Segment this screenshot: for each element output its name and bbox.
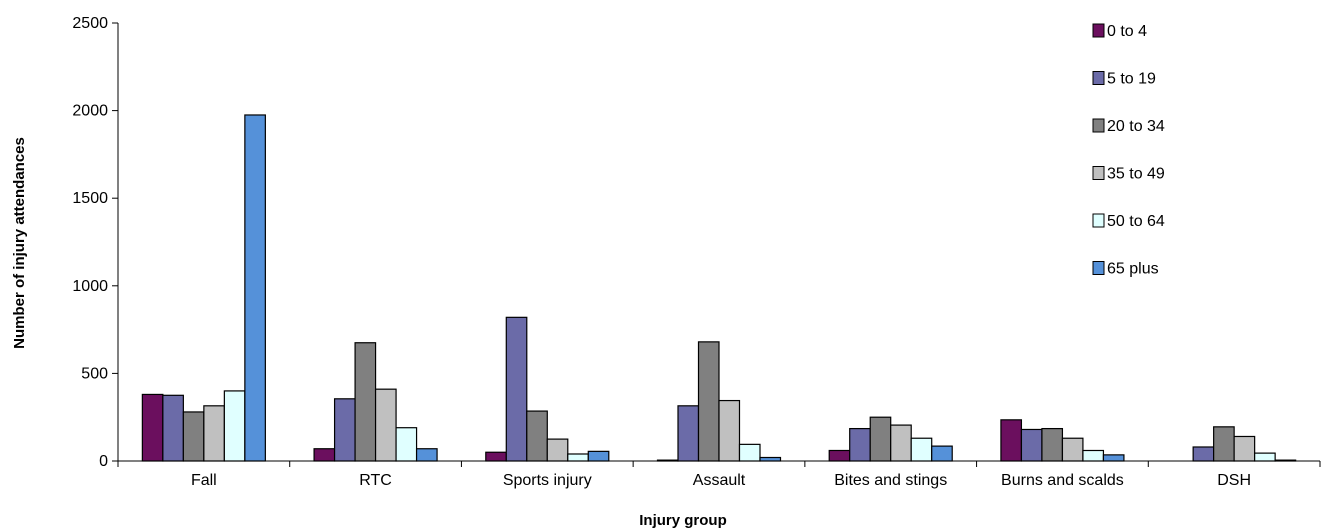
bar: [374, 388, 397, 462]
legend-swatch: [1092, 71, 1105, 85]
bar: [1233, 435, 1256, 462]
y-tick-label: 500: [81, 365, 108, 382]
bar: [567, 453, 589, 462]
bar: [223, 390, 246, 462]
x-tick-label: DSH: [1217, 472, 1251, 489]
bar: [869, 416, 892, 462]
legend: 0 to 4 5 to 19 20 to 34 35 to 49 50 to 64 65 …: [1092, 23, 1165, 278]
bar: [1274, 459, 1297, 462]
legend-swatch: [1092, 213, 1105, 228]
legend-swatch: [1092, 118, 1105, 133]
bar: [931, 445, 953, 462]
bar: [313, 448, 336, 462]
legend-label: 50 to 64: [1107, 213, 1165, 230]
bar: [546, 438, 569, 462]
bars: [141, 114, 1297, 462]
y-tick-label: 1000: [72, 278, 108, 295]
x-axis: Fall RTC Sports injury Assault Bites and sti…: [117, 460, 1321, 489]
bar: [395, 427, 418, 462]
bar: [141, 393, 164, 462]
bar: [1082, 449, 1105, 462]
bar: [485, 451, 507, 462]
y-tick-label: 2000: [72, 103, 108, 120]
bar: [415, 448, 438, 462]
bar: [587, 450, 610, 462]
y-tick-label: 0: [99, 453, 108, 470]
y-axis-title: Number of injury attendances: [11, 137, 28, 349]
bar: [1102, 454, 1125, 462]
bar: [697, 341, 720, 462]
bar: [890, 424, 912, 462]
bar: [738, 443, 761, 462]
x-tick-label: Fall: [191, 472, 217, 489]
bar: [244, 114, 266, 462]
x-tick-label: Assault: [693, 472, 746, 489]
legend-label: 5 to 19: [1107, 71, 1156, 88]
bar: [849, 427, 871, 462]
bar: [1000, 419, 1023, 462]
legend-swatch: [1092, 166, 1105, 180]
x-tick-label: RTC: [359, 472, 392, 489]
bar: [354, 342, 377, 462]
bar: [718, 399, 741, 462]
x-axis-title: Injury group: [639, 512, 727, 529]
y-axis: 0 500 1000 1500 2000 2500: [72, 15, 119, 470]
bar: [1020, 428, 1043, 462]
x-tick-label: Bites and stings: [834, 472, 947, 489]
x-tick-label: Sports injury: [503, 472, 592, 489]
bar: [759, 456, 782, 462]
legend-swatch: [1092, 261, 1105, 275]
bar: [1213, 426, 1235, 462]
bar: [1041, 427, 1064, 462]
bar: [182, 411, 205, 462]
legend-label: 20 to 34: [1107, 118, 1165, 135]
bar: [203, 405, 225, 462]
y-tick-label: 1500: [72, 190, 108, 207]
bar: [656, 459, 679, 462]
legend-label: 35 to 49: [1107, 166, 1165, 183]
bar: [333, 398, 356, 462]
legend-swatch: [1092, 23, 1105, 38]
x-tick-label: Burns and scalds: [1001, 472, 1124, 489]
y-tick-label: 2500: [72, 15, 108, 32]
bar: [162, 394, 184, 462]
bar: [1254, 452, 1276, 462]
bar: [1061, 437, 1084, 462]
legend-label: 65 plus: [1107, 261, 1159, 278]
legend-label: 0 to 4: [1107, 23, 1147, 40]
bar: [910, 437, 933, 462]
bar: [828, 449, 851, 462]
bar: [677, 405, 700, 462]
bar: [1192, 446, 1215, 462]
bar: [505, 316, 528, 462]
bar: [526, 410, 548, 462]
